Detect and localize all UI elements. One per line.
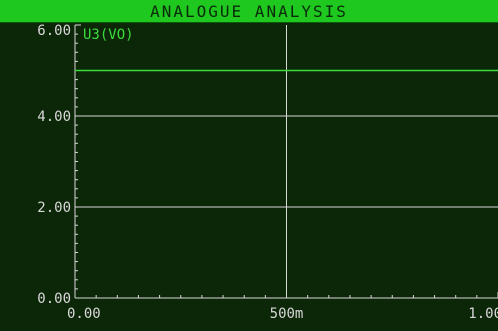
x-tick-label: 1.00	[468, 306, 498, 322]
legend-label: U3(VO)	[83, 27, 134, 43]
y-tick-label: 0.00	[37, 291, 71, 307]
title-bar: ANALOGUE ANALYSIS	[0, 0, 498, 23]
x-tick-label: 0.00	[67, 306, 101, 322]
x-tick-label: 500m	[270, 306, 304, 322]
y-tick-label: 4.00	[37, 109, 71, 125]
y-tick-label: 2.00	[37, 200, 71, 216]
y-tick-label: 6.00	[37, 23, 71, 39]
window-title: ANALOGUE ANALYSIS	[150, 1, 348, 21]
